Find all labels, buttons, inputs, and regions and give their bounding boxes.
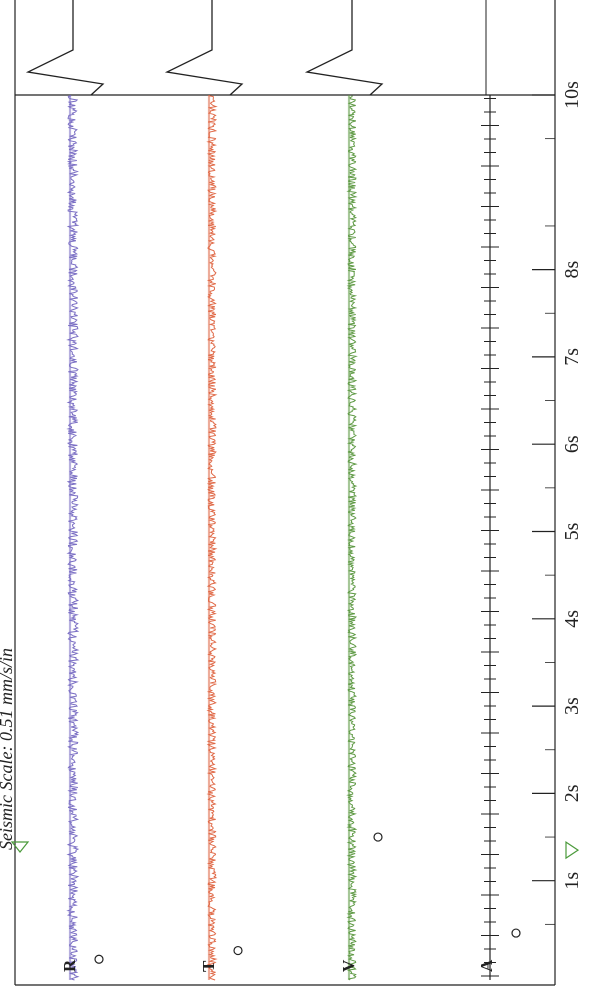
peak-marker-r [94, 954, 104, 964]
calibration-pulse-r [25, 0, 105, 96]
time-axis: 1s 2s 3s 4s 5s 6s 7s 8s 10s [10, 81, 583, 925]
time-tick-label-7: 7s [561, 348, 583, 366]
seismic-scale-label: Seismic Scale: 0.51 mm/s/in [0, 648, 16, 850]
waveform-traces [66, 95, 521, 981]
time-tick-label-5: 5s [561, 522, 583, 540]
channel-label-a: A [477, 959, 496, 972]
time-tick-label-3: 3s [561, 697, 583, 715]
time-tick-label-10: 10s [561, 81, 583, 109]
calibration-pulses [25, 0, 384, 96]
calibration-pulse-v [304, 0, 384, 96]
peak-marker-a [511, 928, 521, 938]
calibration-pulse-t [164, 0, 244, 96]
channel-label-r: R [60, 959, 79, 972]
peak-marker-v [373, 832, 383, 842]
time-tick-label-2: 2s [561, 784, 583, 802]
time-tick-label-1: 1s [561, 872, 583, 890]
scale-marker-triangle [10, 841, 30, 853]
channel-label-v: V [339, 959, 358, 972]
trace-t [206, 95, 218, 981]
time-tick-label-4: 4s [561, 610, 583, 628]
time-tick-label-8: 8s [561, 260, 583, 278]
trigger-marker [565, 841, 580, 860]
trace-v [346, 95, 358, 981]
trace-r [66, 95, 80, 981]
time-tick-label-6: 6s [561, 435, 583, 453]
channel-label-t: T [199, 960, 218, 972]
peak-marker-t [233, 945, 243, 956]
